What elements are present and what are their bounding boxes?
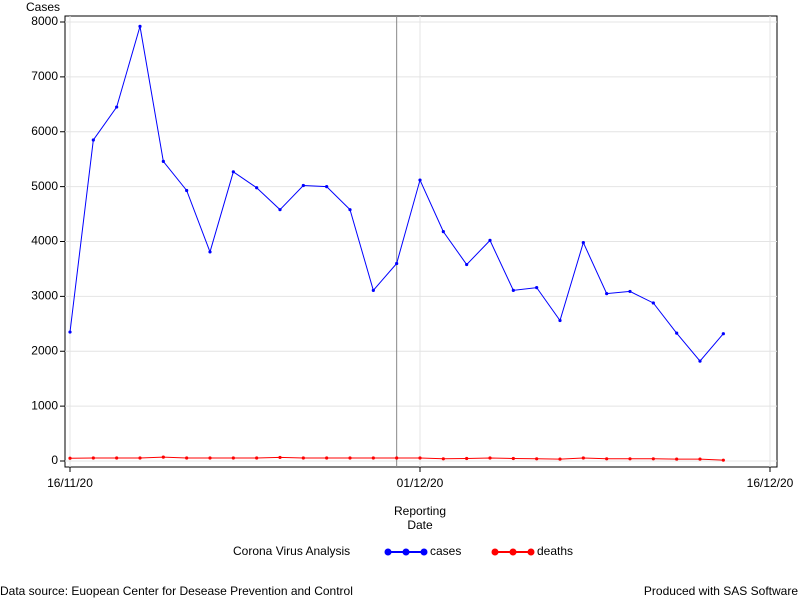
data-point: [698, 359, 702, 363]
x-tick-label: 16/11/20: [47, 476, 93, 490]
x-tick-label: 16/12/20: [747, 476, 794, 490]
y-tick-label: 1000: [31, 398, 58, 412]
data-point: [231, 170, 235, 174]
data-point: [628, 289, 632, 294]
data-point: [278, 455, 282, 460]
data-point: [68, 456, 72, 460]
data-point: [325, 185, 329, 189]
y-tick-label: 5000: [31, 179, 58, 193]
legend-marker: [527, 548, 535, 556]
data-point: [721, 458, 725, 462]
data-point: [348, 208, 352, 212]
data-point: [115, 456, 119, 460]
data-point: [628, 457, 632, 461]
data-point: [115, 105, 119, 109]
data-point: [511, 288, 515, 292]
data-point: [255, 456, 259, 460]
y-tick-label: 2000: [31, 343, 58, 357]
y-tick-label: 4000: [31, 234, 58, 248]
legend-label: deaths: [537, 544, 573, 558]
y-tick-label: 6000: [31, 124, 58, 138]
data-point: [348, 456, 352, 460]
data-point: [535, 457, 539, 461]
data-point: [301, 183, 305, 188]
data-point: [231, 456, 235, 460]
y-tick-label: 7000: [31, 69, 58, 83]
data-point: [161, 159, 165, 163]
data-point: [138, 456, 142, 460]
x-axis-label: Date: [407, 518, 433, 532]
data-point: [558, 457, 562, 461]
data-point: [441, 457, 445, 461]
data-point: [675, 457, 679, 461]
data-point: [161, 455, 165, 459]
data-point: [605, 292, 609, 296]
data-point: [698, 457, 702, 461]
legend-marker: [402, 548, 410, 556]
data-point: [441, 230, 445, 234]
data-point: [255, 186, 259, 190]
data-point: [465, 262, 469, 267]
data-point: [418, 456, 422, 460]
data-point: [488, 456, 492, 460]
y-axis-label: Cases: [26, 0, 60, 14]
legend-label: cases: [430, 544, 461, 558]
data-point: [581, 456, 585, 460]
data-point: [138, 24, 142, 28]
data-point: [605, 457, 609, 461]
legend-title: Corona Virus Analysis: [233, 544, 350, 558]
x-tick-label: 01/12/20: [397, 476, 444, 490]
data-point: [68, 330, 72, 334]
data-point: [301, 456, 305, 460]
data-point: [675, 331, 679, 335]
data-point: [91, 138, 95, 142]
legend-marker: [420, 548, 428, 556]
legend-marker: [491, 548, 499, 556]
data-point: [395, 261, 399, 266]
data-point: [371, 288, 375, 292]
data-point: [558, 318, 562, 323]
data-point: [185, 456, 189, 460]
footnote: Data source: Euopean Center for Desease …: [0, 584, 353, 598]
data-point: [651, 301, 655, 305]
data-point: [581, 240, 585, 245]
data-point: [511, 456, 515, 461]
legend-marker: [384, 548, 392, 556]
y-tick-label: 0: [51, 453, 58, 467]
x-axis-label: Reporting: [394, 504, 446, 518]
y-tick-label: 3000: [31, 289, 58, 303]
data-point: [278, 208, 282, 212]
data-point: [488, 238, 492, 243]
y-tick-label: 8000: [31, 14, 58, 28]
data-point: [721, 332, 725, 336]
data-point: [651, 457, 655, 461]
data-point: [325, 456, 329, 460]
data-point: [535, 285, 539, 290]
legend-marker: [509, 548, 517, 556]
data-point: [208, 456, 212, 460]
data-point: [371, 456, 375, 460]
data-point: [208, 250, 212, 254]
footnote: Produced with SAS Software: [644, 584, 798, 598]
data-point: [91, 456, 95, 460]
data-point: [418, 178, 422, 182]
data-point: [465, 456, 469, 461]
data-point: [185, 188, 189, 193]
data-point: [395, 456, 399, 460]
